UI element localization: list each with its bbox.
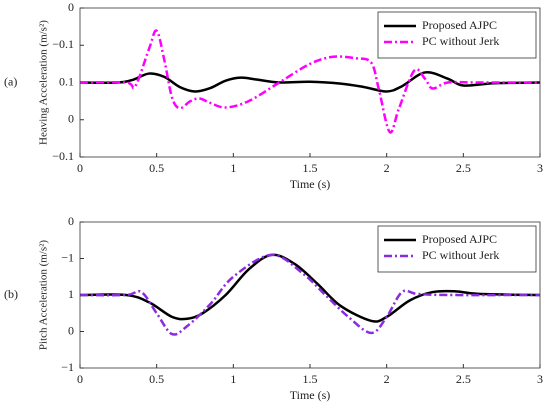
x-tick-label: 1.5 <box>303 372 318 386</box>
panel-label: (b) <box>4 287 18 301</box>
legend-box <box>377 225 537 273</box>
y-axis-label: Heaving Acceleration (m/s²) <box>38 20 50 145</box>
x-tick-label: 2 <box>384 372 390 386</box>
x-tick-label: 3 <box>537 161 543 175</box>
panel-label: (a) <box>4 74 17 88</box>
data-line <box>79 71 541 93</box>
legend-label: PC without Jerk <box>422 34 499 48</box>
y-tick-label: 0 <box>68 214 74 228</box>
data-line <box>79 29 540 134</box>
legend-label: Proposed AJPC <box>422 232 497 246</box>
y-tick-label: 1 <box>68 287 74 301</box>
plot-frame <box>79 7 541 158</box>
y-tick-label: −1 <box>61 360 74 374</box>
x-axis-label: Time (s) <box>290 388 331 402</box>
y-axis-label: Pitch Acceleration (m/s²) <box>38 240 50 351</box>
legend-box <box>377 11 537 59</box>
x-tick-label: 0.5 <box>149 161 164 175</box>
plot-frame <box>79 221 541 369</box>
y-tick-label: 0 <box>68 323 74 337</box>
x-tick-label: 3 <box>537 372 543 386</box>
x-tick-label: 2 <box>384 161 390 175</box>
x-tick-label: 0 <box>77 372 83 386</box>
y-tick-label: −0.1 <box>52 149 74 163</box>
x-tick-label: 2.5 <box>456 161 471 175</box>
x-tick-label: 0.5 <box>149 372 164 386</box>
x-tick-label: 2.5 <box>456 372 471 386</box>
legend-label: PC without Jerk <box>422 248 499 262</box>
x-tick-label: 1.5 <box>303 161 318 175</box>
x-tick-label: 1 <box>230 372 236 386</box>
legend-label: Proposed AJPC <box>422 18 497 32</box>
y-tick-label: 0 <box>68 112 74 126</box>
x-tick-label: 0 <box>77 161 83 175</box>
y-tick-label: −1 <box>61 250 74 264</box>
data-line <box>79 253 541 323</box>
data-line <box>79 253 541 336</box>
y-tick-label: 0 <box>68 0 74 14</box>
y-tick-label: 0.1 <box>59 74 74 88</box>
x-tick-label: 1 <box>230 161 236 175</box>
x-axis-label: Time (s) <box>290 177 331 191</box>
y-tick-label: −0.1 <box>52 37 74 51</box>
